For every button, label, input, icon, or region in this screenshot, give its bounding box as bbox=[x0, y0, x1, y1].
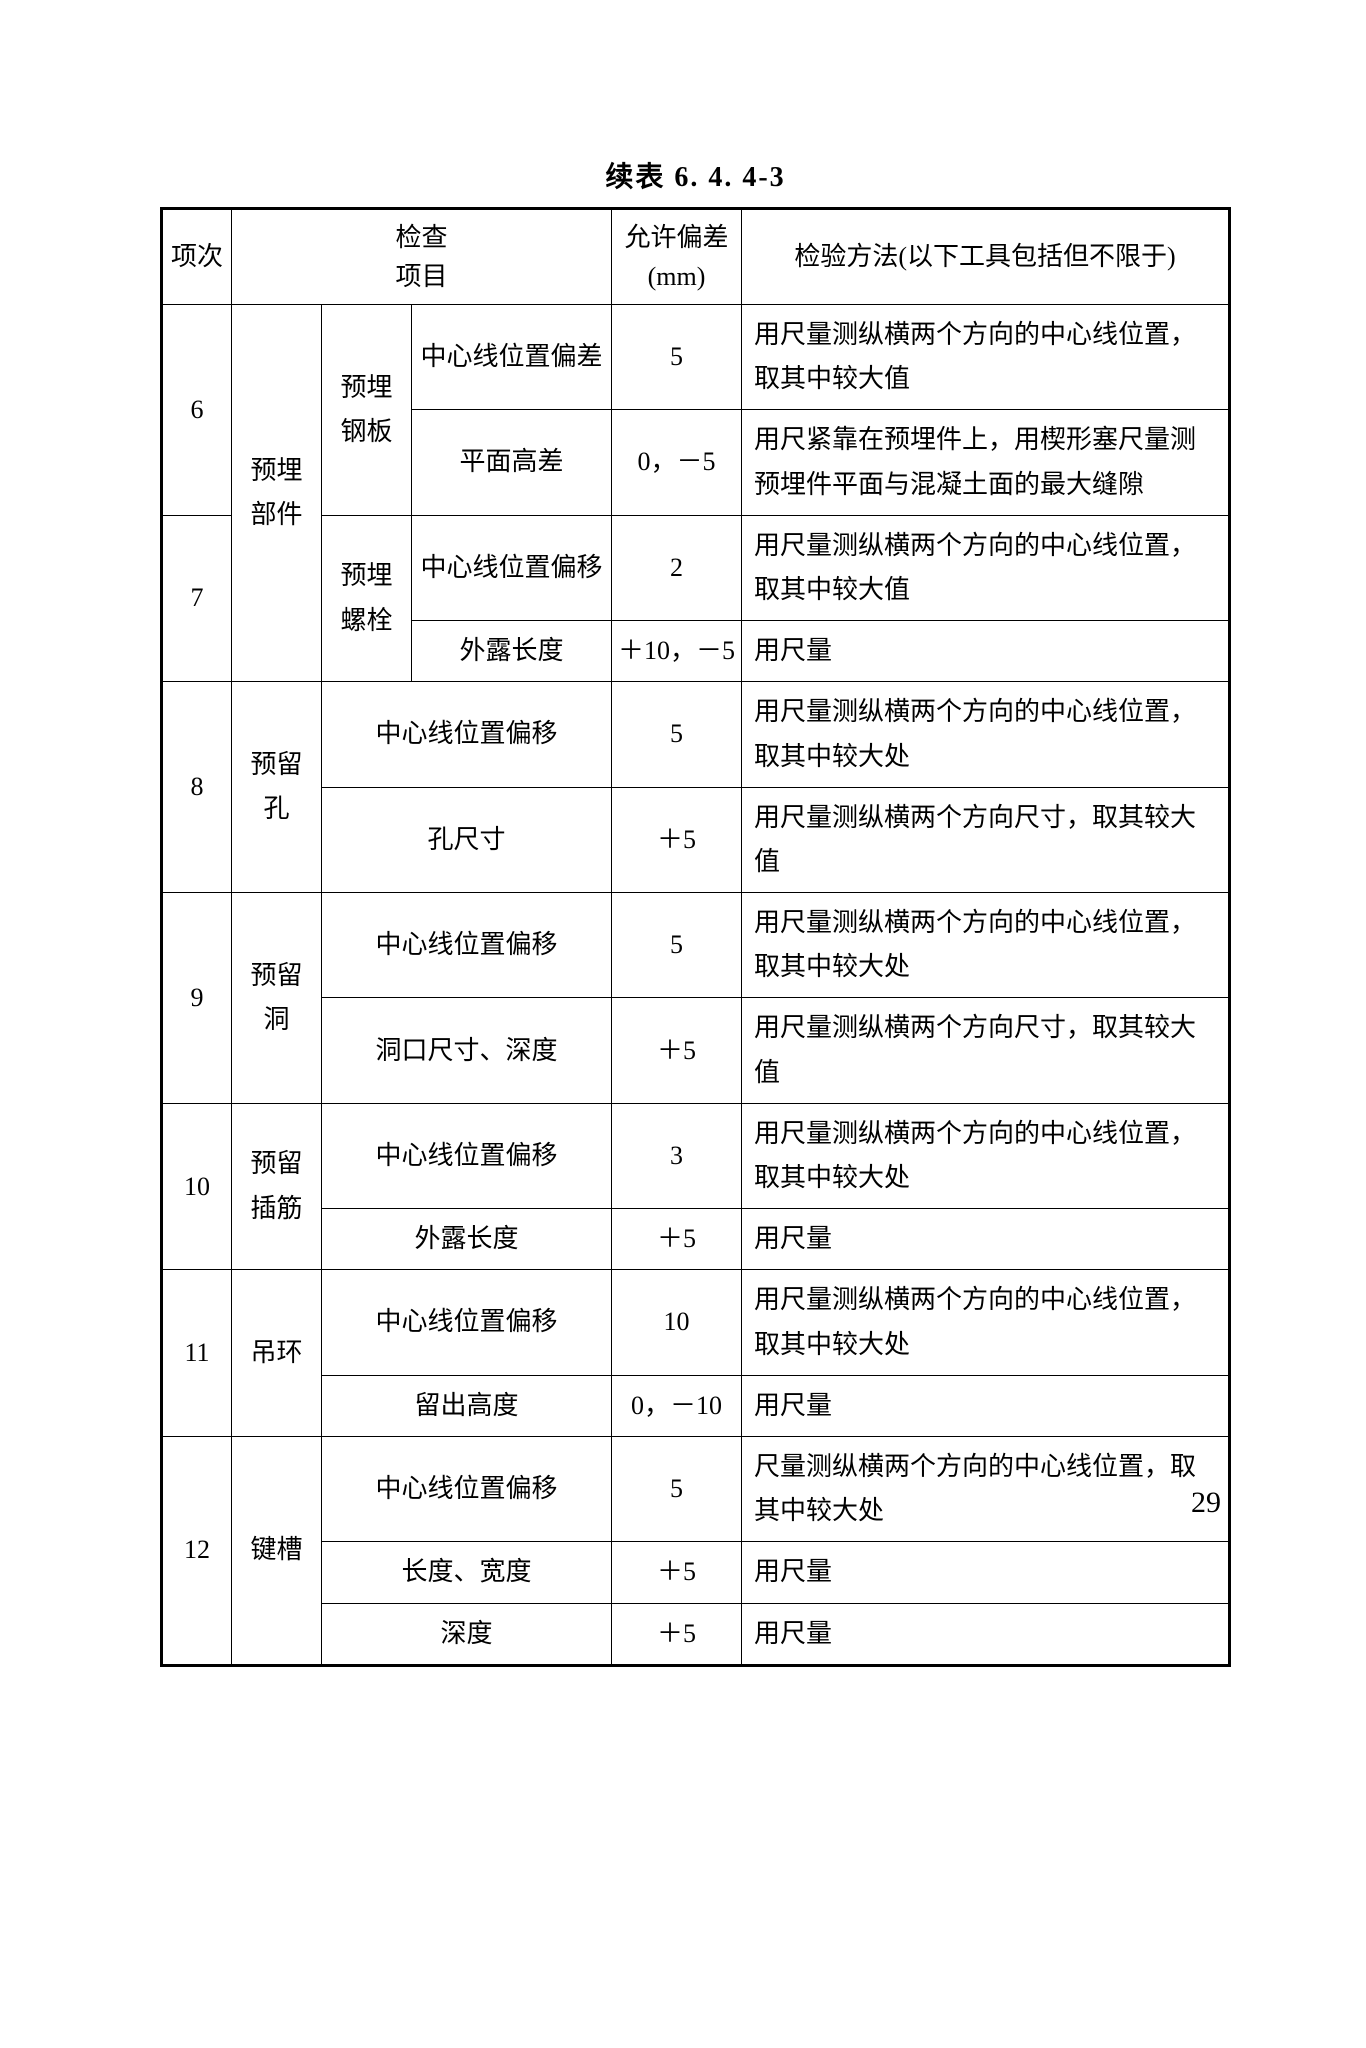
cell-item: 平面高差 bbox=[412, 410, 612, 515]
cell-method: 用尺量 bbox=[742, 1209, 1230, 1270]
table-row: 深度 ＋5 用尺量 bbox=[162, 1603, 1230, 1665]
cell-method: 用尺量测纵横两个方向的中心线位置，取其中较大值 bbox=[742, 305, 1230, 410]
cell-cat: 预留插筋 bbox=[232, 1103, 322, 1270]
cell-method: 用尺量测纵横两个方向的中心线位置，取其中较大处 bbox=[742, 893, 1230, 998]
tolerance-table: 项次 检查 项目 允许偏差 (mm) 检验方法(以下工具包括但不限于) 6 预埋… bbox=[160, 207, 1231, 1667]
cell-item: 中心线位置偏移 bbox=[322, 1103, 612, 1208]
cell-tol: 2 bbox=[612, 515, 742, 620]
hdr-idx: 项次 bbox=[162, 209, 232, 305]
cell-tol: ＋5 bbox=[612, 787, 742, 892]
cell-method: 用尺量 bbox=[742, 621, 1230, 682]
cell-cat: 吊环 bbox=[232, 1270, 322, 1437]
cell-tol: 5 bbox=[612, 682, 742, 787]
cell-item: 中心线位置偏移 bbox=[322, 1436, 612, 1541]
table-row: 长度、宽度 ＋5 用尺量 bbox=[162, 1542, 1230, 1603]
document-page: 续表 6. 4. 4-3 项次 检查 项目 允许偏差 (mm) 检验方法(以下工… bbox=[0, 0, 1366, 1667]
hdr-method: 检验方法(以下工具包括但不限于) bbox=[742, 209, 1230, 305]
cell-item: 长度、宽度 bbox=[322, 1542, 612, 1603]
cell-tol: 10 bbox=[612, 1270, 742, 1375]
table-row: 9 预留洞 中心线位置偏移 5 用尺量测纵横两个方向的中心线位置，取其中较大处 bbox=[162, 893, 1230, 998]
cell-item: 中心线位置偏移 bbox=[322, 1270, 612, 1375]
cell-item: 留出高度 bbox=[322, 1375, 612, 1436]
cell-cat: 预埋部件 bbox=[232, 305, 322, 682]
cell-method: 用尺量测纵横两个方向的中心线位置，取其中较大值 bbox=[742, 515, 1230, 620]
table-header-row: 项次 检查 项目 允许偏差 (mm) 检验方法(以下工具包括但不限于) bbox=[162, 209, 1230, 305]
cell-tol: 3 bbox=[612, 1103, 742, 1208]
cell-idx: 10 bbox=[162, 1103, 232, 1270]
table-row: 孔尺寸 ＋5 用尺量测纵横两个方向尺寸，取其较大值 bbox=[162, 787, 1230, 892]
cell-tol: 0，－5 bbox=[612, 410, 742, 515]
cell-sub: 预埋螺栓 bbox=[322, 515, 412, 682]
cell-idx: 11 bbox=[162, 1270, 232, 1437]
cell-idx: 6 bbox=[162, 305, 232, 516]
hdr-check: 检查 项目 bbox=[232, 209, 612, 305]
cell-tol: ＋5 bbox=[612, 1542, 742, 1603]
cell-idx: 12 bbox=[162, 1436, 232, 1665]
cell-method: 用尺量测纵横两个方向尺寸，取其较大值 bbox=[742, 998, 1230, 1103]
table-row: 7 预埋螺栓 中心线位置偏移 2 用尺量测纵横两个方向的中心线位置，取其中较大值 bbox=[162, 515, 1230, 620]
cell-item: 深度 bbox=[322, 1603, 612, 1665]
cell-item: 中心线位置偏移 bbox=[322, 893, 612, 998]
cell-item: 中心线位置偏移 bbox=[322, 682, 612, 787]
cell-tol: 5 bbox=[612, 305, 742, 410]
table-caption: 续表 6. 4. 4-3 bbox=[160, 155, 1231, 195]
cell-tol: ＋10，－5 bbox=[612, 621, 742, 682]
cell-method: 用尺量 bbox=[742, 1542, 1230, 1603]
cell-idx: 9 bbox=[162, 893, 232, 1104]
cell-item: 洞口尺寸、深度 bbox=[322, 998, 612, 1103]
cell-method: 用尺量测纵横两个方向尺寸，取其较大值 bbox=[742, 787, 1230, 892]
cell-method: 用尺量 bbox=[742, 1375, 1230, 1436]
cell-item: 外露长度 bbox=[412, 621, 612, 682]
table-row: 12 键槽 中心线位置偏移 5 尺量测纵横两个方向的中心线位置，取其中较大处 bbox=[162, 1436, 1230, 1541]
table-row: 6 预埋部件 预埋钢板 中心线位置偏差 5 用尺量测纵横两个方向的中心线位置，取… bbox=[162, 305, 1230, 410]
cell-method: 用尺量 bbox=[742, 1603, 1230, 1665]
table-row: 10 预留插筋 中心线位置偏移 3 用尺量测纵横两个方向的中心线位置，取其中较大… bbox=[162, 1103, 1230, 1208]
cell-item: 外露长度 bbox=[322, 1209, 612, 1270]
table-row: 洞口尺寸、深度 ＋5 用尺量测纵横两个方向尺寸，取其较大值 bbox=[162, 998, 1230, 1103]
cell-method: 用尺紧靠在预埋件上，用楔形塞尺量测预埋件平面与混凝土面的最大缝隙 bbox=[742, 410, 1230, 515]
cell-tol: ＋5 bbox=[612, 998, 742, 1103]
table-row: 11 吊环 中心线位置偏移 10 用尺量测纵横两个方向的中心线位置，取其中较大处 bbox=[162, 1270, 1230, 1375]
cell-item: 孔尺寸 bbox=[322, 787, 612, 892]
hdr-tol-line1: 允许偏差 bbox=[624, 223, 728, 252]
hdr-tol-line2: (mm) bbox=[648, 262, 706, 291]
hdr-check-line1: 检查 bbox=[395, 223, 447, 252]
cell-sub: 预埋钢板 bbox=[322, 305, 412, 516]
table-row: 8 预留孔 中心线位置偏移 5 用尺量测纵横两个方向的中心线位置，取其中较大处 bbox=[162, 682, 1230, 787]
cell-cat: 预留洞 bbox=[232, 893, 322, 1104]
cell-item: 中心线位置偏差 bbox=[412, 305, 612, 410]
cell-method: 尺量测纵横两个方向的中心线位置，取其中较大处 bbox=[742, 1436, 1230, 1541]
cell-tol: 5 bbox=[612, 1436, 742, 1541]
cell-tol: ＋5 bbox=[612, 1209, 742, 1270]
page-number: 29 bbox=[1191, 1486, 1221, 1520]
hdr-check-line2: 项目 bbox=[395, 262, 447, 291]
table-row: 留出高度 0，－10 用尺量 bbox=[162, 1375, 1230, 1436]
cell-tol: ＋5 bbox=[612, 1603, 742, 1665]
cell-item: 中心线位置偏移 bbox=[412, 515, 612, 620]
cell-idx: 8 bbox=[162, 682, 232, 893]
cell-method: 用尺量测纵横两个方向的中心线位置，取其中较大处 bbox=[742, 1103, 1230, 1208]
cell-method: 用尺量测纵横两个方向的中心线位置，取其中较大处 bbox=[742, 682, 1230, 787]
cell-idx: 7 bbox=[162, 515, 232, 682]
cell-tol: 0，－10 bbox=[612, 1375, 742, 1436]
cell-cat: 键槽 bbox=[232, 1436, 322, 1665]
cell-cat: 预留孔 bbox=[232, 682, 322, 893]
hdr-tol: 允许偏差 (mm) bbox=[612, 209, 742, 305]
cell-tol: 5 bbox=[612, 893, 742, 998]
table-row: 外露长度 ＋5 用尺量 bbox=[162, 1209, 1230, 1270]
cell-method: 用尺量测纵横两个方向的中心线位置，取其中较大处 bbox=[742, 1270, 1230, 1375]
